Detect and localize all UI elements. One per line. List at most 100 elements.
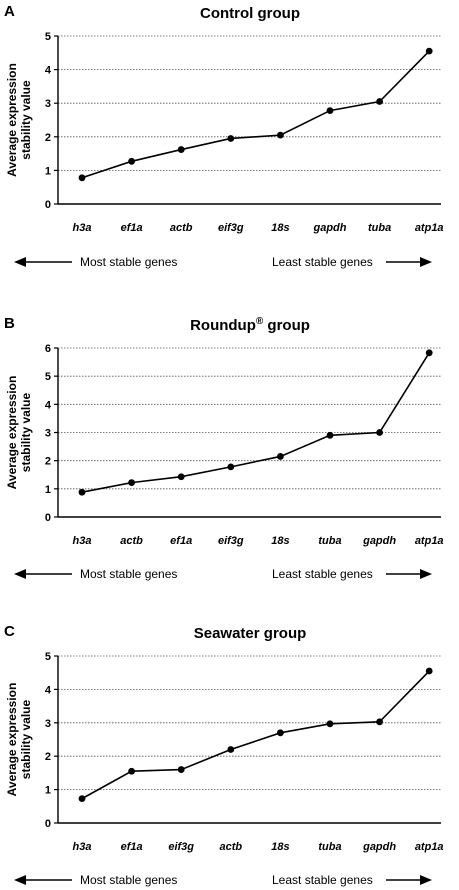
- data-point-gapdh: [326, 107, 334, 114]
- data-point-ef1a: [177, 473, 185, 481]
- series-line: [81, 50, 430, 179]
- x-tick-label: eif3g: [168, 841, 194, 853]
- x-tick-label: h3a: [73, 222, 92, 234]
- least-stable-label: Least stable genes: [272, 567, 373, 581]
- data-point-actb: [177, 146, 185, 153]
- x-tick-label: eif3g: [218, 222, 244, 234]
- y-tick-label: 1: [45, 484, 51, 496]
- least-stable-label: Least stable genes: [272, 873, 373, 887]
- x-tick-label: ef1a: [170, 535, 192, 547]
- y-tick-label: 3: [45, 718, 51, 730]
- data-point-gapdh: [376, 718, 383, 726]
- y-axis-label-line2: stability value: [19, 699, 33, 779]
- x-tick-label: tuba: [368, 222, 391, 234]
- data-point-eif3g: [227, 463, 235, 471]
- y-tick-label: 0: [45, 818, 51, 830]
- y-tick-label: 4: [45, 65, 52, 77]
- chart-title-main: Roundup: [190, 317, 256, 334]
- y-tick-label: 1: [45, 165, 51, 177]
- chart-panel-b: B Roundup® group Average expression stabili…: [4, 315, 444, 581]
- data-point-actb: [128, 479, 136, 487]
- y-tick-label: 2: [45, 456, 51, 468]
- series-line: [81, 670, 430, 800]
- most-stable-label: Most stable genes: [80, 873, 177, 887]
- data-point-18s: [277, 131, 284, 139]
- x-tick-label: atp1a: [415, 222, 444, 234]
- chart-title-suffix: group: [263, 317, 310, 334]
- x-tick-label: h3a: [73, 535, 92, 547]
- y-tick-label: 5: [45, 31, 51, 43]
- x-tick-label: ef1a: [121, 222, 143, 234]
- x-tick-label: 18s: [271, 222, 289, 234]
- right-arrow-head: [420, 875, 432, 885]
- y-tick-label: 3: [45, 98, 51, 110]
- data-point-tuba: [376, 98, 383, 105]
- x-tick-label: eif3g: [218, 535, 244, 547]
- x-tick-label: actb: [219, 841, 242, 853]
- left-arrow-head: [14, 569, 26, 579]
- data-point-gapdh: [376, 429, 383, 436]
- chart-title-main: Control group: [200, 5, 300, 22]
- y-axis-label-line1: Average expression: [5, 376, 19, 490]
- right-arrow-head: [420, 569, 432, 579]
- y-axis-label-line1: Average expression: [5, 683, 19, 797]
- x-tick-label: atp1a: [415, 841, 444, 853]
- y-tick-label: 5: [45, 371, 51, 383]
- most-stable-label: Most stable genes: [80, 255, 177, 269]
- x-tick-label: tuba: [318, 841, 341, 853]
- y-tick-label: 0: [45, 199, 51, 211]
- least-stable-label: Least stable genes: [272, 255, 373, 269]
- y-tick-label: 1: [45, 785, 51, 797]
- y-tick-label: 3: [45, 428, 51, 440]
- chart-title-main: Seawater group: [194, 625, 307, 642]
- x-tick-label: ef1a: [121, 841, 143, 853]
- data-point-atp1a: [425, 47, 433, 55]
- left-arrow-head: [14, 257, 26, 267]
- x-tick-label: actb: [170, 222, 193, 234]
- panel-letter: C: [4, 623, 15, 640]
- data-point-atp1a: [425, 349, 433, 357]
- panel-letter: B: [4, 315, 15, 332]
- x-tick-label: 18s: [271, 841, 289, 853]
- data-point-ef1a: [128, 767, 136, 775]
- data-point-eif3g: [177, 766, 185, 773]
- x-tick-label: gapdh: [362, 841, 396, 853]
- y-axis-label-line2: stability value: [19, 392, 33, 472]
- y-tick-label: 2: [45, 132, 51, 144]
- x-tick-label: h3a: [73, 841, 92, 853]
- chart-panel-c: C Seawater group Average expression stabili…: [4, 623, 444, 887]
- chart-panel-a: A Control group Average expression stabilit…: [4, 3, 444, 269]
- right-arrow-head: [420, 257, 432, 267]
- x-tick-label: tuba: [318, 535, 341, 547]
- data-point-h3a: [78, 795, 86, 803]
- y-axis-label-line1: Average expression: [5, 63, 19, 177]
- y-tick-label: 4: [45, 684, 52, 696]
- y-axis-label-line2: stability value: [19, 80, 33, 160]
- data-point-h3a: [78, 174, 86, 182]
- y-tick-label: 0: [45, 512, 51, 524]
- x-tick-label: gapdh: [313, 222, 347, 234]
- panel-letter: A: [4, 3, 15, 20]
- x-tick-label: atp1a: [415, 535, 444, 547]
- chart-title: Control group: [200, 5, 300, 22]
- series-line: [81, 352, 430, 493]
- x-tick-label: actb: [120, 535, 143, 547]
- data-point-ef1a: [128, 157, 136, 165]
- data-point-atp1a: [425, 667, 433, 675]
- y-tick-label: 4: [45, 399, 52, 411]
- x-tick-label: 18s: [271, 535, 289, 547]
- chart-title-superscript: ®: [256, 316, 264, 327]
- y-tick-label: 6: [45, 343, 51, 355]
- chart-title: Seawater group: [194, 625, 307, 642]
- most-stable-label: Most stable genes: [80, 567, 177, 581]
- data-point-tuba: [326, 720, 334, 728]
- data-point-h3a: [78, 488, 86, 496]
- data-point-tuba: [326, 431, 334, 439]
- left-arrow-head: [14, 875, 26, 885]
- data-point-actb: [227, 746, 235, 753]
- data-point-eif3g: [227, 135, 235, 142]
- data-point-18s: [277, 729, 284, 737]
- x-tick-label: gapdh: [362, 535, 396, 547]
- y-tick-label: 5: [45, 651, 51, 663]
